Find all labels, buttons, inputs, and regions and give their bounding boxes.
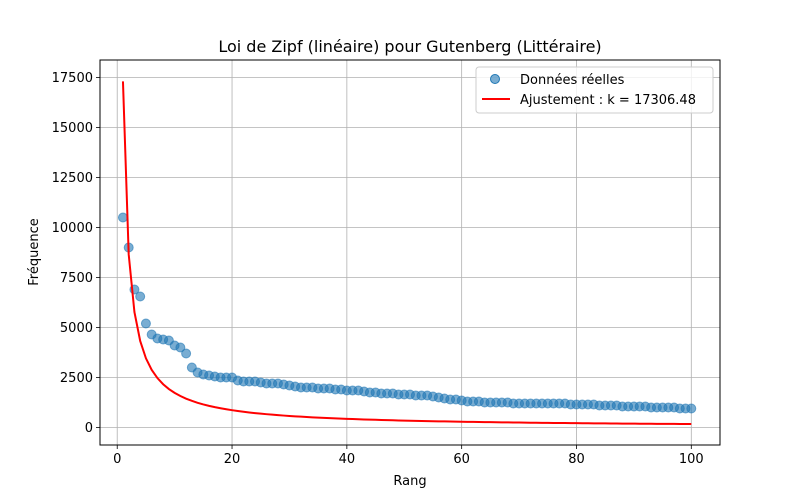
y-tick-label: 10000 (52, 221, 93, 236)
data-point (135, 291, 146, 302)
y-tick-label: 12500 (52, 171, 93, 186)
legend-frame (475, 66, 714, 114)
x-tick-label: 20 (224, 452, 241, 467)
y-tick-label: 15000 (52, 121, 93, 136)
fit-line (121, 81, 692, 426)
x-axis: 0 20 40 60 80 100 (113, 445, 704, 467)
legend-label-line: Ajustement : k = 17306.48 (520, 93, 696, 108)
legend-label-scatter: Données réelles (520, 73, 625, 88)
y-axis-label: Fréquence (27, 218, 42, 285)
y-tick-label: 17500 (52, 71, 93, 86)
x-axis-label: Rang (393, 474, 426, 489)
x-tick-label: 40 (339, 452, 356, 467)
plot-area (117, 81, 697, 426)
data-point (140, 318, 151, 329)
data-point (686, 403, 697, 414)
x-tick-label: 0 (113, 452, 121, 467)
legend-marker-scatter (490, 74, 500, 84)
y-tick-label: 7500 (60, 271, 93, 286)
data-point (181, 348, 192, 359)
data-point (117, 212, 128, 223)
data-point (175, 342, 186, 353)
chart-title: Loi de Zipf (linéaire) pour Gutenberg (L… (218, 37, 601, 56)
y-tick-label: 5000 (60, 321, 93, 336)
y-tick-label: 0 (85, 421, 93, 436)
y-axis: 0 2500 5000 7500 10000 12500 15000 17500 (52, 71, 100, 436)
y-tick-label: 2500 (60, 371, 93, 386)
x-tick-label: 60 (453, 452, 470, 467)
axes-frame (99, 59, 721, 446)
legend: Données réelles Ajustement : k = 17306.4… (475, 66, 714, 114)
x-tick-label: 100 (679, 452, 704, 467)
x-tick-label: 80 (568, 452, 585, 467)
